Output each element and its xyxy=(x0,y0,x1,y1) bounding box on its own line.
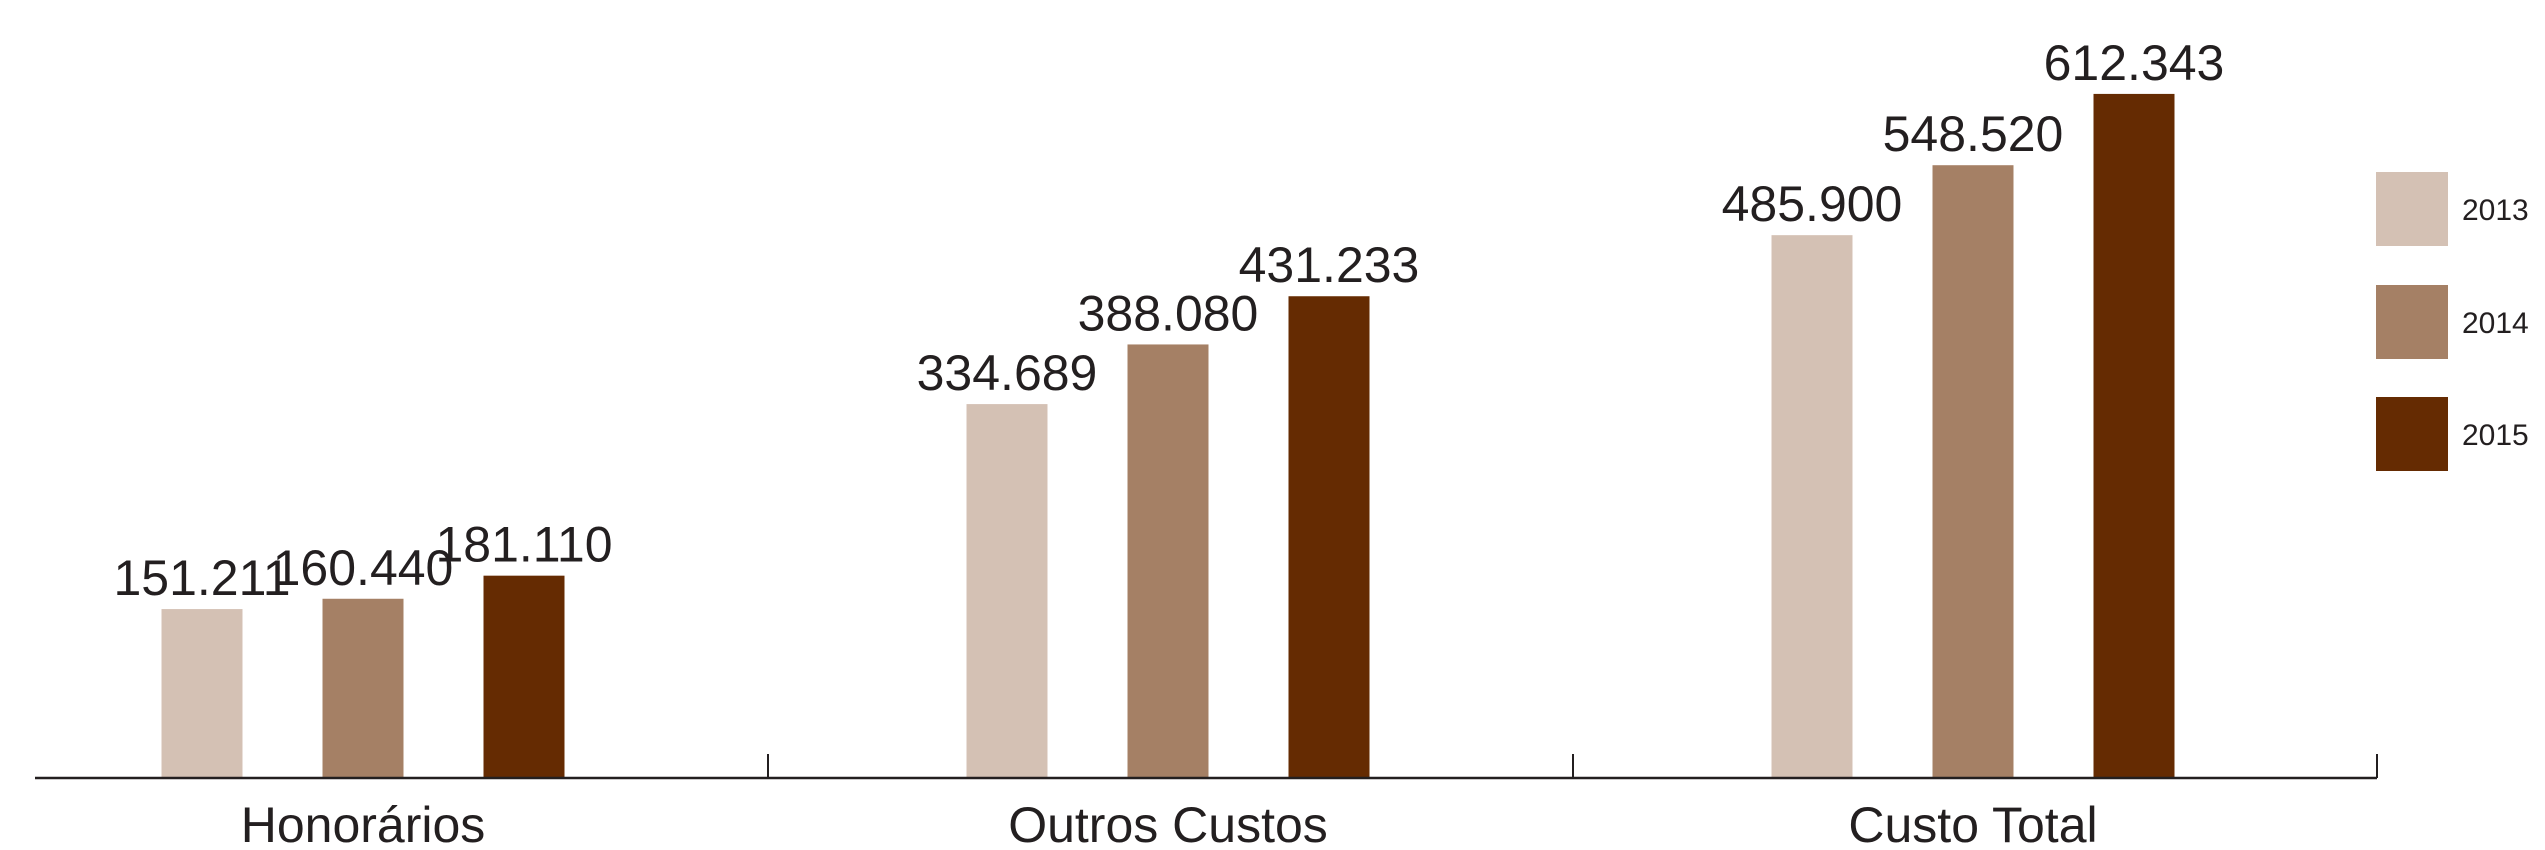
legend-swatch-2013 xyxy=(2376,172,2448,246)
bar-2013-3 xyxy=(1771,235,1853,778)
value-label-2014-1: 160.440 xyxy=(273,540,454,596)
value-label-2014-3: 548.520 xyxy=(1883,106,2064,162)
value-label-2015-1: 181.110 xyxy=(435,517,612,573)
legend-item-2014: 2014 xyxy=(2376,285,2529,359)
bar-2014-3 xyxy=(1932,165,2014,779)
category-label-3: Custo Total xyxy=(1848,797,2097,850)
category-label-2: Outros Custos xyxy=(1008,797,1328,850)
x-axis: Honorários Outros Custos Custo Total xyxy=(35,754,2378,850)
bar-2015-1 xyxy=(483,575,565,778)
bar-2015-2 xyxy=(1288,296,1370,778)
category-label-1: Honorários xyxy=(241,797,486,850)
value-label-2015-2: 431.233 xyxy=(1239,237,1420,293)
value-label-2015-3: 612.343 xyxy=(2044,35,2225,91)
bars-layer xyxy=(161,93,2175,779)
bar-2015-3 xyxy=(2093,93,2175,778)
legend-label-2013: 2013 xyxy=(2462,194,2529,227)
legend-item-2015: 2015 xyxy=(2376,397,2529,471)
legend-item-2013: 2013 xyxy=(2376,172,2529,246)
bar-2013-2 xyxy=(966,404,1048,778)
legend-swatch-2014 xyxy=(2376,285,2448,359)
legend: 2013 2014 2015 xyxy=(2376,172,2529,471)
value-label-2014-2: 388.080 xyxy=(1078,285,1259,341)
bar-2014-1 xyxy=(322,598,404,778)
bar-2013-1 xyxy=(161,609,243,778)
value-labels-layer: 151.211 334.689 485.900 160.440 388.080 548.5… xyxy=(113,35,2224,606)
legend-swatch-2015 xyxy=(2376,397,2448,471)
legend-label-2014: 2014 xyxy=(2462,307,2529,340)
value-label-2013-1: 151.211 xyxy=(113,550,290,606)
value-label-2013-3: 485.900 xyxy=(1722,176,1903,232)
bar-2014-2 xyxy=(1127,344,1209,778)
value-label-2013-2: 334.689 xyxy=(917,345,1098,401)
legend-label-2015: 2015 xyxy=(2462,419,2529,452)
